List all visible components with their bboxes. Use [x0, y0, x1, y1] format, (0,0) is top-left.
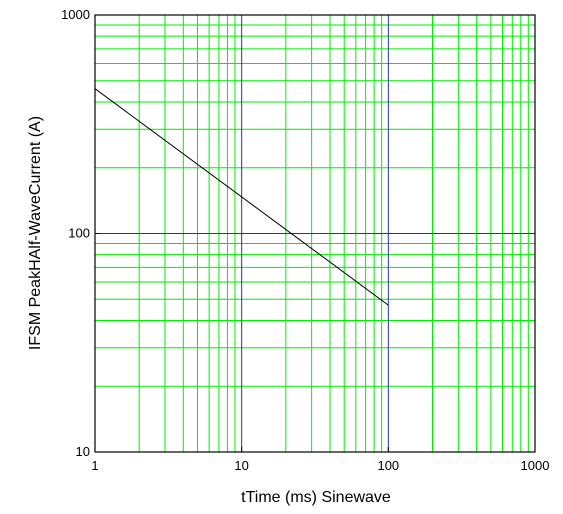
x-axis-title: tTime (ms) Sinewave	[241, 489, 391, 506]
x-tick-label: 100	[377, 458, 399, 473]
y-tick-label: 100	[68, 226, 90, 241]
x-tick-label: 10	[234, 458, 248, 473]
series-line	[94, 88, 389, 306]
series-layer	[94, 88, 389, 306]
y-tick-label: 1000	[61, 7, 90, 22]
x-tick-label: 1000	[521, 458, 550, 473]
plot-frame	[94, 14, 536, 453]
x-tick-label: 1	[91, 458, 98, 473]
y-tick-label: 10	[76, 444, 90, 459]
y-axis-title: IFSM PeakHAlf-WaveCurrent (A)	[27, 116, 44, 350]
major-grid	[95, 15, 535, 452]
